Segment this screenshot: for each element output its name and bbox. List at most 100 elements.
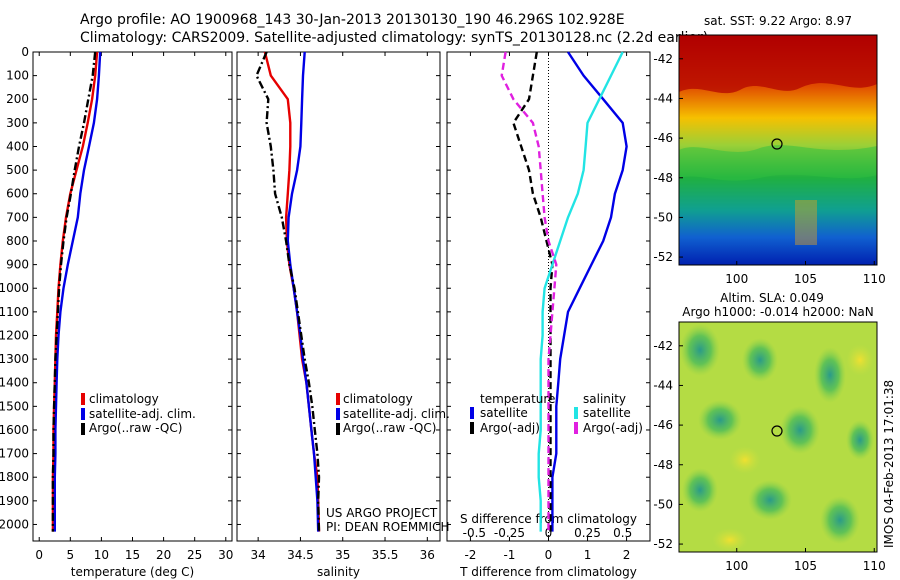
x-tick-label: 35.5 <box>372 548 399 562</box>
depth-tick-label: 300 <box>6 116 29 130</box>
lon-tick-label: 100 <box>725 272 748 286</box>
x-tick-label: 10 <box>94 548 109 562</box>
depth-tick-label: 400 <box>6 139 29 153</box>
lat-tick-label: -44 <box>653 91 673 105</box>
depth-tick-label: 200 <box>6 92 29 106</box>
legend-label-argo: Argo(..raw -QC) <box>343 421 436 435</box>
series-line-argo <box>512 51 554 532</box>
series-line-satellite <box>551 51 628 532</box>
argo-position-marker <box>771 138 783 150</box>
temperature-panel: 0100200300400500600700800900100011001200… <box>0 45 233 579</box>
series-line-climatology <box>263 51 321 532</box>
series-line-argo_adj_salinity <box>500 51 558 532</box>
x-tick-label: 36 <box>420 548 435 562</box>
x-axis-label: salinity <box>317 565 360 579</box>
sla-blob <box>748 480 792 520</box>
processing-stamp: IMOS 04-Feb-2013 17:01:38 <box>882 380 896 548</box>
legend-swatch-climatology <box>336 393 340 405</box>
lat-tick-label: -46 <box>653 418 673 432</box>
sla-blob <box>682 468 718 512</box>
depth-tick-label: 700 <box>6 210 29 224</box>
x-tick-label: 0 <box>545 548 553 562</box>
x-axis-label: T difference from climatology <box>459 565 637 579</box>
sst-map <box>678 34 878 266</box>
figure-title-line2: Climatology: CARS2009. Satellite-adjuste… <box>80 30 708 46</box>
sla-blob <box>846 344 874 376</box>
x-axis-label: temperature (deg C) <box>71 565 194 579</box>
lon-tick-label: 105 <box>794 272 817 286</box>
legend-swatch-sal-argo <box>574 422 578 434</box>
x-tick-label: 15 <box>125 548 140 562</box>
legend-swatch-temp-argo <box>470 422 474 434</box>
sst-map-frame <box>678 34 878 266</box>
depth-tick-label: 1200 <box>0 328 29 342</box>
series-line-satellite <box>53 51 102 532</box>
x-tick-label: 34.5 <box>287 548 314 562</box>
depth-tick-label: 1100 <box>0 305 29 319</box>
depth-tick-label: 1700 <box>0 447 29 461</box>
legend-title-temperature: temperature <box>480 392 555 406</box>
legend-label-climatology: climatology <box>89 392 159 406</box>
x-tick-label: 5 <box>66 548 74 562</box>
legend-swatch-argo <box>81 423 85 435</box>
salinity-diff-tick-label: 0.5 <box>613 526 632 540</box>
sla-blob <box>729 446 761 474</box>
lat-tick-label: -52 <box>653 250 673 264</box>
sla-blob <box>680 324 720 376</box>
credit-line1: US ARGO PROJECT <box>326 506 438 520</box>
difference-legend: temperature salinity satellite satellite… <box>470 392 643 435</box>
legend-label-argo: Argo(..raw -QC) <box>89 421 182 435</box>
plot-frame <box>446 51 651 542</box>
lat-tick-label: -50 <box>653 210 673 224</box>
series-line-satellite_salinity <box>537 51 624 532</box>
legend-label-climatology: climatology <box>343 392 413 406</box>
sla-blob <box>780 406 820 454</box>
depth-tick-label: 500 <box>6 163 29 177</box>
salinity-diff-tick-label: 0.25 <box>574 526 601 540</box>
sla-map-axes: -42 -44 -46 -48 -50 -52 100 105 110 <box>653 339 885 573</box>
lon-tick-label: 110 <box>863 272 886 286</box>
lat-tick-label: -44 <box>653 378 673 392</box>
salinity-panel: 34 34.5 35 35.5 36 salinity <box>236 51 441 579</box>
lat-tick-label: -50 <box>653 497 673 511</box>
salinity-diff-tick-label: -0.25 <box>494 526 525 540</box>
x-tick-label: 30 <box>218 548 233 562</box>
legend-swatch-sal-satellite <box>574 407 578 419</box>
sla-map-title-line2: Argo h1000: -0.014 h2000: NaN <box>682 305 874 319</box>
salinity-legend: climatology satellite-adj. clim. Argo(..… <box>336 392 450 435</box>
legend-swatch-satellite <box>336 408 340 420</box>
x-tick-label: 35 <box>335 548 350 562</box>
legend-swatch-satellite <box>81 408 85 420</box>
lat-tick-label: -48 <box>653 171 673 185</box>
sla-blob <box>820 496 860 544</box>
sst-map-title: sat. SST: 9.22 Argo: 8.97 <box>704 14 852 28</box>
sst-front <box>679 145 877 181</box>
lon-tick-label: 100 <box>725 559 748 573</box>
sla-map-frame <box>678 321 878 553</box>
x-tick-label: 20 <box>156 548 171 562</box>
legend-label-temp-argo: Argo(-adj) <box>480 421 540 435</box>
x-tick-label: -2 <box>464 548 476 562</box>
legend-swatch-climatology <box>81 393 85 405</box>
sla-blob <box>846 420 874 460</box>
legend-swatch-temp-satellite <box>470 407 474 419</box>
lat-tick-label: -46 <box>653 131 673 145</box>
depth-tick-label: 0 <box>21 45 29 59</box>
depth-tick-label: 1800 <box>0 470 29 484</box>
depth-tick-label: 1600 <box>0 423 29 437</box>
series-line-argo <box>51 51 97 532</box>
depth-tick-label: 800 <box>6 234 29 248</box>
legend-label-satellite: satellite-adj. clim. <box>343 407 450 421</box>
lat-tick-label: -52 <box>653 537 673 551</box>
sst-warm-band <box>679 35 877 94</box>
sla-blobs <box>680 324 874 552</box>
sst-map-axes: -42 -44 -46 -48 -50 -52 100 105 110 <box>653 52 885 286</box>
legend-title-salinity: salinity <box>583 392 626 406</box>
depth-tick-label: 2000 <box>0 517 29 531</box>
sla-map-title-line1: Altim. SLA: 0.049 <box>720 291 824 305</box>
sla-blob <box>712 528 748 552</box>
lat-tick-label: -42 <box>653 339 673 353</box>
sla-blob <box>698 400 742 440</box>
figure-title-line1: Argo profile: AO 1900968_143 30-Jan-2013… <box>80 12 625 28</box>
